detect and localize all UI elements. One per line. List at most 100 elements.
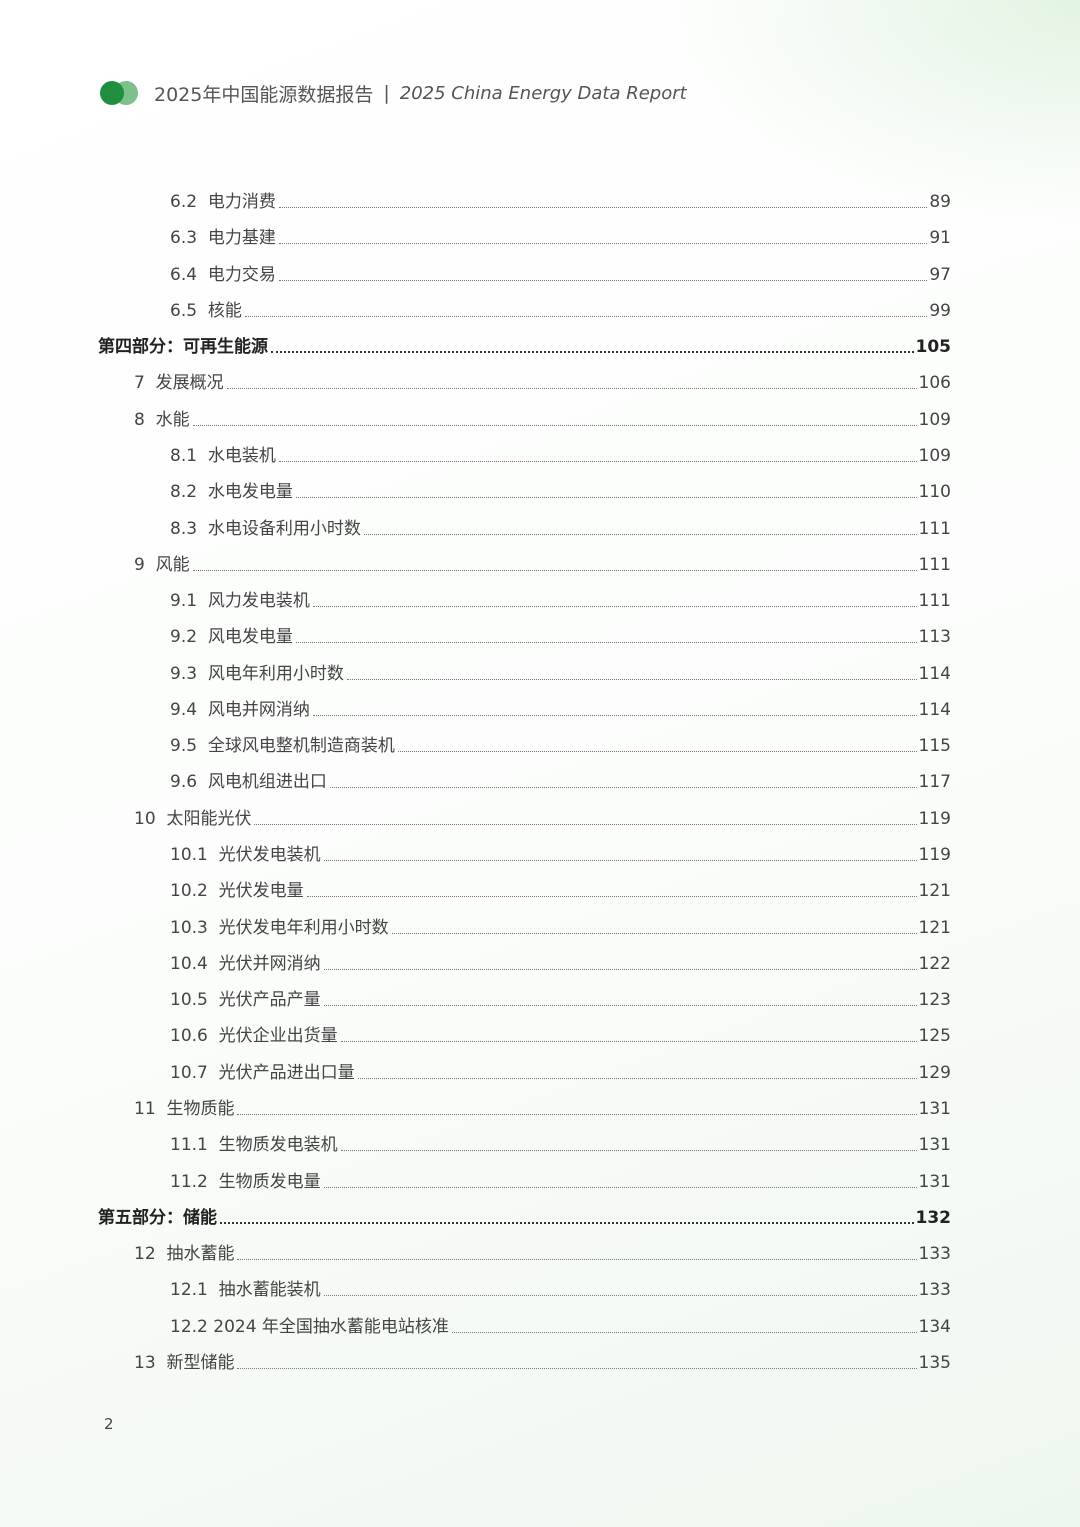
toc-entry[interactable]: 12 抽水蓄能 133 bbox=[134, 1243, 951, 1265]
toc-entry-page: 91 bbox=[929, 228, 951, 249]
toc-entry-label: 11.1 生物质发电装机 bbox=[170, 1135, 338, 1156]
toc-entry[interactable]: 11 生物质能 131 bbox=[134, 1098, 951, 1120]
toc-entry-page: 89 bbox=[929, 192, 951, 212]
toc-entry-label: 9.2 风电发电量 bbox=[170, 627, 293, 648]
toc-entry-label: 6.5 核能 bbox=[170, 300, 242, 321]
toc-entry[interactable]: 11.1 生物质发电装机 131 bbox=[170, 1134, 951, 1156]
toc-entry-label: 8.2 水电发电量 bbox=[170, 482, 293, 503]
dot-leader bbox=[271, 351, 914, 354]
header-title-cn: 2025年中国能源数据报告 bbox=[154, 83, 374, 106]
dot-leader bbox=[323, 860, 917, 862]
toc-entry[interactable]: 8 水能 109 bbox=[134, 409, 951, 431]
dot-leader bbox=[237, 1367, 917, 1369]
dot-leader bbox=[340, 1041, 917, 1043]
toc-entry[interactable]: 8.2 水电发电量 110 bbox=[170, 481, 951, 503]
toc-entry-page: 117 bbox=[918, 772, 951, 793]
dot-leader bbox=[346, 678, 917, 680]
toc-entry-page: 134 bbox=[918, 1316, 951, 1337]
dot-leader bbox=[226, 388, 917, 390]
toc-entry[interactable]: 10.3 光伏发电年利用小时数 121 bbox=[170, 917, 951, 939]
toc-entry[interactable]: 10.2 光伏发电量 121 bbox=[170, 880, 951, 902]
dot-leader bbox=[278, 460, 917, 462]
dot-leader bbox=[312, 606, 917, 608]
toc-entry[interactable]: 12.2 2024 年全国抽水蓄能电站核准 134 bbox=[170, 1316, 951, 1338]
toc-entry-label: 9.5 全球风电整机制造商装机 bbox=[170, 736, 395, 757]
toc-entry-page: 122 bbox=[918, 953, 951, 974]
toc-entry-page: 121 bbox=[918, 917, 951, 938]
toc-entry[interactable]: 6.5 核能 99 bbox=[170, 300, 951, 322]
toc-part-entry[interactable]: 第五部分：储能 132 bbox=[98, 1207, 951, 1229]
toc-entry-label: 10.5 光伏产品产量 bbox=[170, 990, 321, 1011]
toc-entry[interactable]: 8.3 水电设备利用小时数 111 bbox=[170, 518, 951, 540]
dot-leader bbox=[244, 315, 928, 317]
toc-entry[interactable]: 10.1 光伏发电装机 119 bbox=[170, 844, 951, 866]
toc-entry[interactable]: 12.1 抽水蓄能装机 133 bbox=[170, 1279, 951, 1301]
toc-entry[interactable]: 6.2 电力消费 89 bbox=[170, 191, 951, 213]
logo-icon bbox=[100, 80, 140, 106]
dot-leader bbox=[295, 497, 917, 499]
dot-leader bbox=[220, 1221, 914, 1224]
toc-entry-page: 110 bbox=[918, 482, 951, 503]
toc-entry-label: 8.3 水电设备利用小时数 bbox=[170, 518, 361, 539]
toc-entry-page: 131 bbox=[918, 1171, 951, 1192]
toc-entry[interactable]: 10 太阳能光伏 119 bbox=[134, 808, 951, 830]
toc-entry[interactable]: 8.1 水电装机 109 bbox=[170, 445, 951, 467]
toc-entry[interactable]: 10.7 光伏产品进出口量 129 bbox=[170, 1062, 951, 1084]
dot-leader bbox=[278, 279, 928, 281]
toc-entry-label: 10.3 光伏发电年利用小时数 bbox=[170, 917, 389, 938]
toc-entry-page: 105 bbox=[915, 337, 952, 358]
toc-entry[interactable]: 7 发展概况 106 bbox=[134, 372, 951, 394]
dot-leader bbox=[329, 787, 917, 789]
dot-leader bbox=[237, 1114, 917, 1115]
toc-entry-label: 第五部分：储能 bbox=[98, 1207, 217, 1228]
dot-leader bbox=[278, 207, 928, 208]
toc-entry[interactable]: 9.6 风电机组进出口 117 bbox=[170, 771, 951, 793]
toc-entry[interactable]: 9 风能 111 bbox=[134, 554, 951, 576]
toc-entry-label: 10.7 光伏产品进出口量 bbox=[170, 1062, 355, 1083]
toc-entry-label: 7 发展概况 bbox=[134, 373, 224, 394]
toc-entry-label: 10.6 光伏企业出货量 bbox=[170, 1026, 338, 1047]
header-title-en: 2025 China Energy Data Report bbox=[399, 82, 687, 104]
toc-entry-page: 109 bbox=[918, 445, 951, 466]
table-of-contents: 6.2 电力消费 89 6.3 电力基建 91 6.4 电力交易 97 6.5 核能 99 第四… bbox=[98, 191, 951, 1374]
toc-entry-label: 6.3 电力基建 bbox=[170, 228, 276, 249]
toc-entry-page: 125 bbox=[918, 1026, 951, 1047]
dot-leader bbox=[397, 751, 917, 753]
dot-leader bbox=[323, 1186, 917, 1188]
toc-entry-label: 11 生物质能 bbox=[134, 1099, 235, 1119]
toc-part-entry[interactable]: 第四部分：可再生能源 105 bbox=[98, 336, 951, 358]
toc-entry-label: 12.1 抽水蓄能装机 bbox=[170, 1280, 321, 1301]
toc-entry[interactable]: 11.2 生物质发电量 131 bbox=[170, 1171, 951, 1193]
dot-leader bbox=[363, 533, 917, 535]
toc-entry[interactable]: 6.4 电力交易 97 bbox=[170, 264, 951, 286]
toc-entry[interactable]: 10.4 光伏并网消纳 122 bbox=[170, 953, 951, 975]
toc-entry[interactable]: 9.5 全球风电整机制造商装机 115 bbox=[170, 735, 951, 757]
toc-entry-page: 133 bbox=[918, 1244, 951, 1265]
dot-leader bbox=[192, 424, 917, 426]
toc-entry-page: 132 bbox=[915, 1207, 952, 1228]
toc-entry[interactable]: 9.2 风电发电量 113 bbox=[170, 626, 951, 648]
toc-entry-page: 111 bbox=[918, 591, 951, 612]
toc-entry-page: 109 bbox=[918, 409, 951, 430]
toc-entry[interactable]: 13 新型储能 135 bbox=[134, 1352, 951, 1374]
toc-entry[interactable]: 9.3 风电年利用小时数 114 bbox=[170, 663, 951, 685]
toc-entry-label: 9.4 风电并网消纳 bbox=[170, 699, 310, 720]
toc-entry[interactable]: 9.1 风力发电装机 111 bbox=[170, 590, 951, 612]
toc-entry-label: 10.2 光伏发电量 bbox=[170, 881, 304, 902]
toc-entry-page: 131 bbox=[918, 1099, 951, 1119]
toc-entry-page: 119 bbox=[918, 808, 951, 829]
toc-entry-label: 10 太阳能光伏 bbox=[134, 808, 252, 829]
dot-leader bbox=[323, 968, 917, 970]
toc-entry[interactable]: 10.5 光伏产品产量 123 bbox=[170, 989, 951, 1011]
toc-entry[interactable]: 10.6 光伏企业出货量 125 bbox=[170, 1025, 951, 1047]
toc-entry-page: 114 bbox=[918, 699, 951, 720]
dot-leader bbox=[254, 823, 917, 825]
toc-entry-label: 12 抽水蓄能 bbox=[134, 1244, 235, 1265]
toc-entry[interactable]: 9.4 风电并网消纳 114 bbox=[170, 699, 951, 721]
toc-entry-label: 9.1 风力发电装机 bbox=[170, 591, 310, 612]
toc-entry-page: 115 bbox=[918, 736, 951, 757]
dot-leader bbox=[306, 896, 917, 898]
toc-entry[interactable]: 6.3 电力基建 91 bbox=[170, 227, 951, 249]
toc-entry-page: 123 bbox=[918, 990, 951, 1011]
toc-entry-label: 12.2 2024 年全国抽水蓄能电站核准 bbox=[170, 1316, 449, 1337]
